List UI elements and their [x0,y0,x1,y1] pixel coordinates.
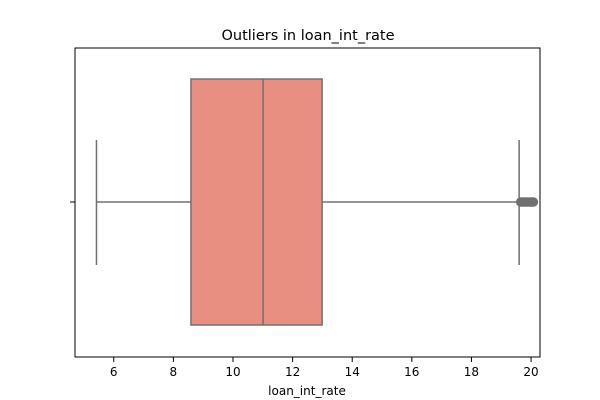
x-tick-label: 16 [404,365,419,379]
iqr-box [190,78,323,326]
x-tick-label: 20 [523,365,538,379]
chart-title: Outliers in loan_int_rate [221,28,394,44]
x-axis-ticks: 6 8 10 12 14 16 18 20 [70,201,539,379]
outlier-point [528,197,539,207]
x-tick-label: 8 [170,365,178,379]
plot-area [74,47,541,358]
x-axis-label: loan_int_rate [268,384,346,398]
x-tick-label: 12 [285,365,300,379]
x-tick-label: 18 [464,365,479,379]
x-tick-label: 10 [225,365,240,379]
x-tick-label: 14 [345,365,360,379]
x-tick-label: 6 [110,365,118,379]
